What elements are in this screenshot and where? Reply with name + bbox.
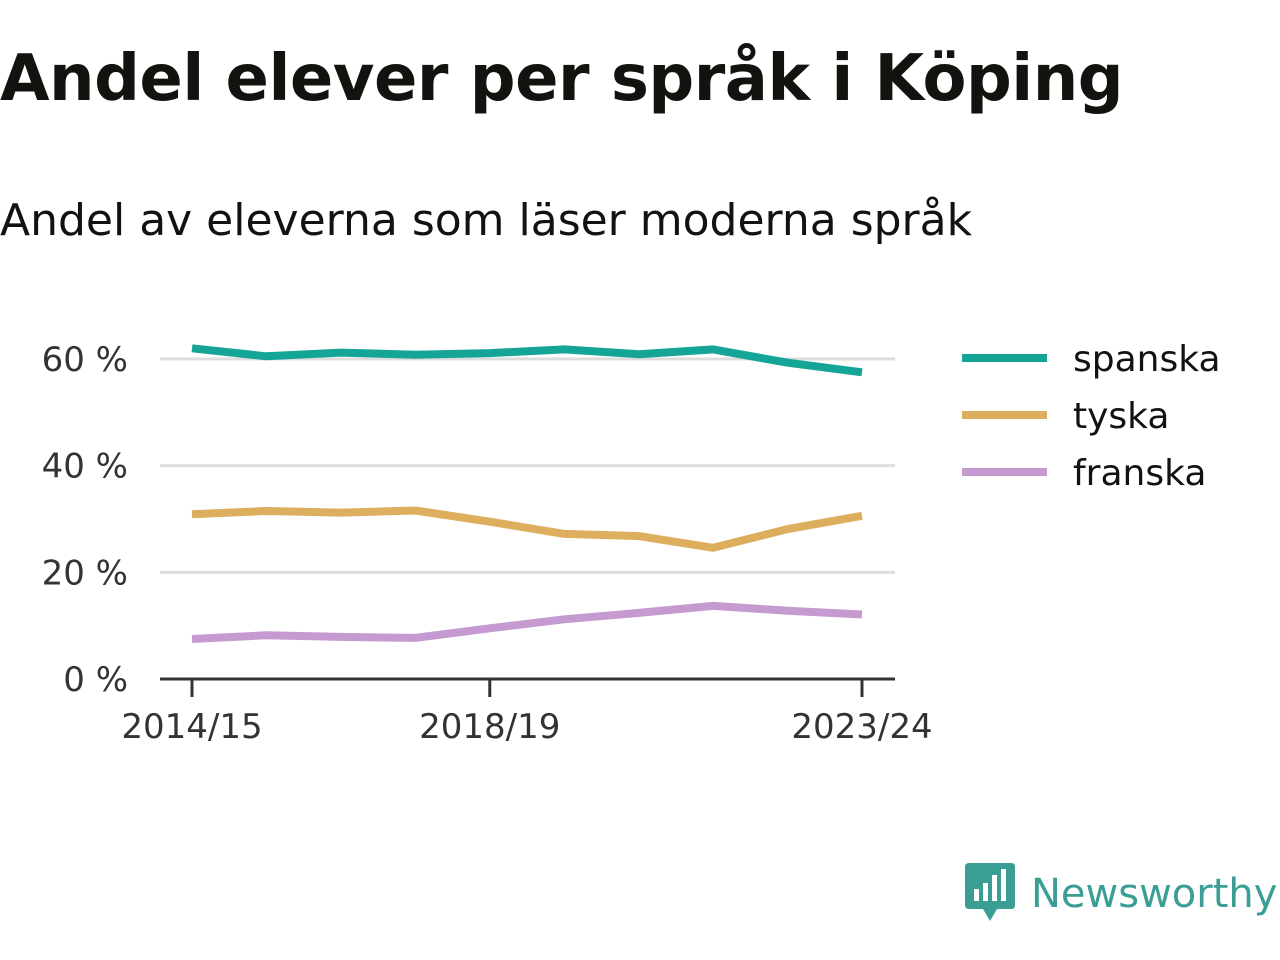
series-line-tyska bbox=[191, 506, 863, 552]
x-tick-label: 2014/15 bbox=[121, 707, 262, 747]
series-lines bbox=[191, 344, 863, 643]
y-tick-label: 20 % bbox=[42, 553, 128, 593]
chart-bubble-icon bbox=[965, 863, 1015, 921]
y-tick-label: 60 % bbox=[42, 340, 128, 380]
grid-lines bbox=[160, 357, 895, 574]
y-tick-label: 40 % bbox=[42, 447, 128, 487]
newsworthy-logo: Newsworthy bbox=[965, 862, 1277, 926]
y-axis-ticks: 0 % 20 % 40 % 60 % bbox=[42, 340, 128, 700]
series-line-franska bbox=[191, 601, 863, 643]
legend: spanska tyska franska bbox=[962, 339, 1221, 494]
x-tick-label: 2018/19 bbox=[419, 707, 560, 747]
line-chart: 0 % 20 % 40 % 60 % 2014/15 2018/19 2023/24 sp… bbox=[42, 339, 1221, 747]
y-tick-label: 0 % bbox=[63, 660, 128, 700]
legend-label-franska: franska bbox=[1073, 453, 1206, 494]
x-axis-ticks: 2014/15 2018/19 2023/24 bbox=[121, 679, 933, 747]
brand-name: Newsworthy bbox=[1031, 871, 1278, 917]
chart-title: Andel elever per språk i Köping bbox=[0, 42, 1124, 116]
chart-subtitle: Andel av eleverna som läser moderna språ… bbox=[0, 195, 973, 246]
x-tick-label: 2023/24 bbox=[791, 707, 932, 747]
legend-label-spanska: spanska bbox=[1073, 339, 1221, 380]
legend-label-tyska: tyska bbox=[1073, 396, 1169, 437]
series-line-spanska bbox=[191, 344, 863, 377]
